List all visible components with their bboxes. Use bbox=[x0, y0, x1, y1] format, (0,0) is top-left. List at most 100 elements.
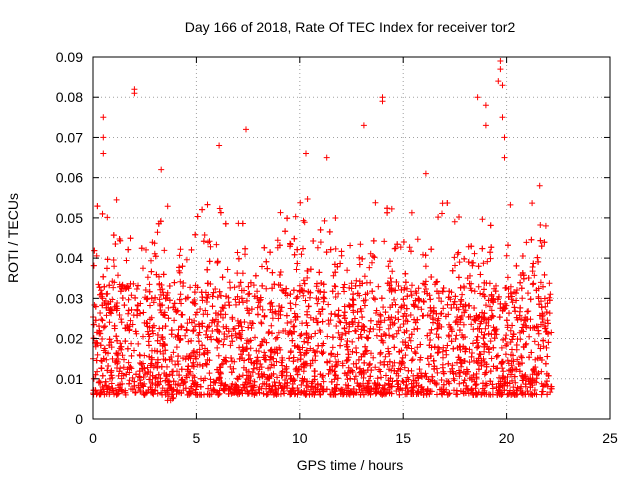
data-point bbox=[337, 260, 344, 267]
data-point bbox=[434, 317, 441, 324]
data-point bbox=[335, 313, 342, 320]
data-point bbox=[219, 274, 226, 281]
data-point bbox=[480, 335, 487, 342]
data-point bbox=[356, 386, 363, 393]
data-point bbox=[294, 356, 301, 363]
data-point bbox=[279, 362, 286, 369]
data-point bbox=[317, 226, 324, 233]
data-point bbox=[99, 295, 106, 302]
data-point bbox=[402, 339, 409, 346]
data-point bbox=[236, 355, 243, 362]
data-point bbox=[238, 323, 245, 330]
data-point bbox=[341, 309, 348, 316]
data-point bbox=[348, 280, 355, 287]
data-point bbox=[324, 333, 331, 340]
data-point bbox=[540, 283, 546, 290]
data-point bbox=[301, 338, 308, 345]
data-point bbox=[341, 288, 348, 295]
data-point bbox=[510, 331, 517, 338]
data-point bbox=[183, 326, 190, 333]
data-point bbox=[480, 380, 486, 387]
data-point bbox=[518, 354, 525, 361]
data-point bbox=[503, 317, 510, 324]
data-point bbox=[376, 366, 382, 373]
data-point bbox=[166, 356, 173, 363]
data-point bbox=[170, 394, 177, 401]
data-point bbox=[206, 370, 213, 377]
data-point bbox=[92, 317, 99, 324]
data-point bbox=[277, 269, 284, 275]
data-point bbox=[541, 295, 548, 302]
data-point bbox=[220, 360, 226, 367]
data-point bbox=[341, 370, 348, 377]
data-point bbox=[377, 351, 384, 358]
data-point bbox=[188, 337, 195, 344]
data-point bbox=[544, 300, 551, 307]
data-point bbox=[298, 331, 305, 338]
data-point bbox=[157, 375, 164, 382]
data-point bbox=[373, 307, 380, 314]
data-point bbox=[154, 229, 161, 236]
data-point bbox=[400, 379, 407, 386]
data-point bbox=[438, 310, 445, 317]
data-point bbox=[272, 382, 279, 389]
data-point bbox=[271, 281, 278, 288]
data-point bbox=[125, 359, 132, 366]
data-point bbox=[449, 362, 456, 369]
data-point bbox=[345, 351, 352, 358]
data-point bbox=[137, 352, 143, 359]
data-point bbox=[387, 258, 393, 265]
data-point bbox=[397, 244, 404, 251]
data-point bbox=[349, 319, 356, 326]
data-point bbox=[292, 213, 299, 220]
data-point bbox=[540, 337, 547, 344]
data-point bbox=[196, 346, 203, 353]
data-point bbox=[538, 304, 545, 311]
data-point bbox=[355, 382, 362, 389]
data-point bbox=[113, 391, 120, 398]
data-point bbox=[419, 312, 426, 319]
data-point bbox=[535, 293, 542, 300]
data-point bbox=[482, 325, 489, 332]
data-point bbox=[177, 291, 184, 298]
data-point bbox=[148, 268, 155, 275]
data-point bbox=[236, 373, 243, 380]
data-point bbox=[424, 355, 431, 362]
data-point bbox=[293, 295, 300, 302]
data-point bbox=[425, 361, 432, 368]
data-point bbox=[350, 386, 357, 392]
data-point bbox=[372, 199, 379, 206]
data-point bbox=[366, 362, 373, 369]
data-point bbox=[188, 246, 195, 253]
data-point bbox=[214, 337, 221, 344]
data-point bbox=[546, 310, 553, 317]
data-point bbox=[131, 90, 138, 97]
data-point bbox=[490, 344, 497, 351]
data-point bbox=[307, 289, 314, 296]
data-point bbox=[438, 298, 445, 305]
data-point bbox=[505, 367, 512, 374]
data-point bbox=[283, 363, 290, 370]
data-point bbox=[100, 134, 107, 141]
data-point bbox=[415, 304, 421, 311]
data-point bbox=[162, 391, 169, 398]
data-point bbox=[468, 386, 474, 393]
data-point bbox=[470, 326, 477, 333]
data-point bbox=[451, 298, 458, 305]
data-point bbox=[525, 376, 532, 382]
data-point bbox=[435, 349, 442, 356]
data-point bbox=[379, 391, 386, 398]
data-point bbox=[132, 389, 139, 396]
data-point bbox=[392, 315, 399, 321]
data-point bbox=[181, 379, 188, 386]
data-point bbox=[294, 371, 301, 378]
data-point bbox=[144, 328, 151, 335]
data-point bbox=[90, 321, 97, 328]
data-point bbox=[243, 367, 250, 373]
data-point bbox=[321, 295, 328, 302]
data-point bbox=[360, 374, 367, 381]
data-point bbox=[391, 296, 398, 303]
data-point bbox=[199, 294, 206, 301]
data-point bbox=[399, 378, 406, 384]
data-point bbox=[428, 326, 435, 333]
